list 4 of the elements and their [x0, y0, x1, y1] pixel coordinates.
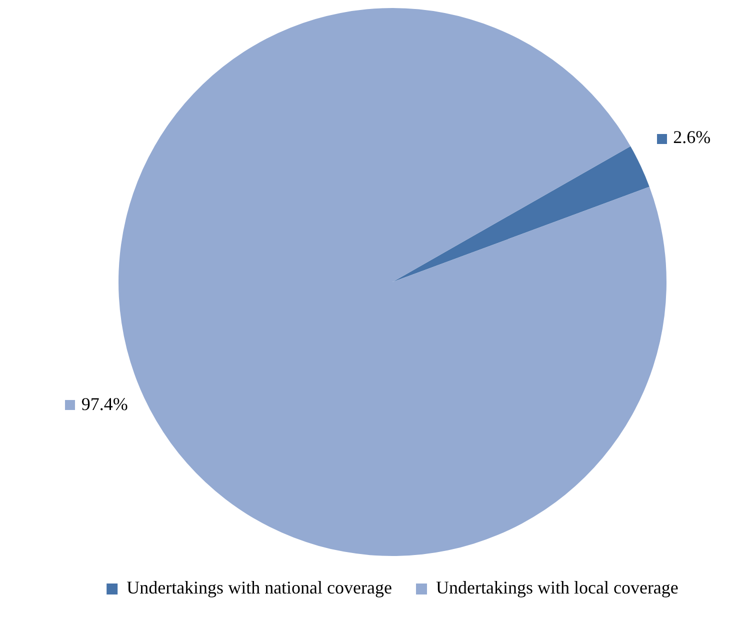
data-label: 97.4%: [81, 394, 128, 414]
data-label: 2.6%: [673, 127, 711, 148]
legend-label: Undertakings with local coverage: [436, 578, 678, 598]
legend-label: Undertakings with national coverage: [126, 578, 392, 598]
